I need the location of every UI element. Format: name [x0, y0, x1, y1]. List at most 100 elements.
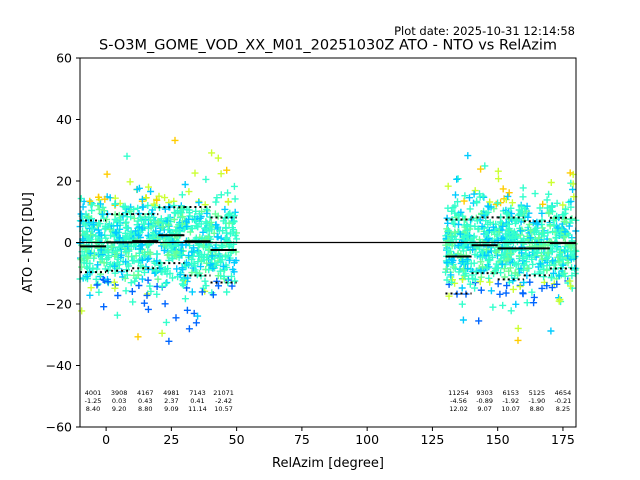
- data-point: [194, 258, 202, 266]
- data-point: [81, 220, 89, 228]
- data-point: [545, 190, 553, 198]
- data-point: [181, 181, 189, 188]
- x-tick-label: 175: [551, 432, 575, 447]
- data-point: [173, 265, 181, 273]
- data-point: [111, 284, 119, 292]
- data-point: [138, 195, 146, 203]
- data-point: [502, 196, 510, 204]
- data-point: [95, 219, 103, 227]
- data-point: [470, 190, 478, 198]
- data-point: [94, 261, 102, 269]
- data-point: [555, 258, 563, 266]
- data-point: [203, 219, 211, 227]
- data-point: [135, 258, 143, 266]
- data-point: [519, 184, 527, 192]
- data-point: [485, 226, 493, 234]
- data-point: [459, 276, 466, 283]
- data-point: [139, 203, 147, 211]
- data-point: [520, 235, 528, 243]
- data-point: [511, 216, 519, 224]
- data-point: [503, 210, 510, 218]
- chart-title: S-O3M_GOME_VOD_XX_M01_20251030Z ATO - NT…: [99, 38, 557, 54]
- data-point: [467, 260, 475, 268]
- data-point: [470, 234, 478, 242]
- data-point: [530, 299, 538, 307]
- data-point: [138, 275, 146, 283]
- data-point: [199, 254, 207, 261]
- data-point: [219, 242, 226, 250]
- data-point: [458, 284, 466, 292]
- data-point: [564, 259, 572, 267]
- data-point: [154, 275, 162, 283]
- data-point: [223, 237, 231, 245]
- data-point: [196, 210, 203, 218]
- data-point: [231, 277, 239, 285]
- data-point: [462, 251, 470, 259]
- data-point: [469, 275, 477, 283]
- data-point: [496, 290, 504, 298]
- data-point: [133, 185, 141, 193]
- data-point: [191, 217, 199, 225]
- data-point: [555, 272, 563, 280]
- data-point: [477, 286, 485, 294]
- data-point: [442, 265, 450, 273]
- data-point: [567, 197, 575, 205]
- data-point: [455, 221, 462, 228]
- data-point: [107, 231, 115, 239]
- data-point: [93, 281, 101, 289]
- data-point: [185, 325, 193, 333]
- data-point: [154, 219, 162, 227]
- data-point: [519, 289, 527, 297]
- x-tick-label: 25: [163, 432, 179, 447]
- data-point: [553, 199, 561, 207]
- data-point: [493, 235, 501, 243]
- data-point: [147, 188, 155, 195]
- data-point: [477, 258, 485, 266]
- y-tick-label: 60: [56, 51, 72, 66]
- data-point: [106, 226, 114, 233]
- data-point: [464, 231, 472, 239]
- data-point: [556, 296, 564, 303]
- x-tick-label: 125: [420, 432, 444, 447]
- data-point: [567, 243, 575, 251]
- data-point: [551, 228, 559, 236]
- data-point: [486, 198, 494, 206]
- data-point: [509, 285, 517, 293]
- data-point: [194, 312, 202, 320]
- data-point: [87, 284, 95, 292]
- data-point: [77, 195, 85, 203]
- data-point: [129, 257, 137, 265]
- data-point: [144, 231, 152, 239]
- data-point: [513, 217, 520, 225]
- data-point: [486, 278, 494, 286]
- data-point: [534, 221, 542, 229]
- data-point: [105, 252, 113, 260]
- data-point: [477, 165, 485, 173]
- data-point: [176, 228, 184, 235]
- data-point: [209, 264, 217, 272]
- data-point: [122, 258, 130, 266]
- data-point: [197, 263, 205, 271]
- x-axis-ticks: 0 25 50 75 100 125 150 175: [102, 427, 575, 447]
- data-point: [140, 220, 148, 228]
- data-point: [144, 276, 152, 284]
- data-point: [153, 196, 161, 204]
- data-point: [567, 282, 575, 290]
- data-point: [536, 260, 544, 268]
- data-point: [456, 230, 464, 238]
- data-point: [141, 268, 148, 276]
- data-point: [231, 195, 239, 203]
- data-point: [157, 264, 165, 271]
- data-point: [123, 271, 131, 279]
- bin-mean-label: -4.56: [450, 397, 467, 405]
- data-point: [225, 219, 233, 227]
- data-point: [213, 277, 221, 285]
- data-point: [217, 170, 225, 178]
- data-point: [471, 284, 479, 292]
- data-point: [212, 198, 220, 206]
- data-point: [523, 299, 531, 307]
- data-point: [444, 246, 452, 254]
- data-point: [479, 192, 487, 200]
- data-point: [115, 234, 123, 242]
- data-point: [199, 228, 207, 236]
